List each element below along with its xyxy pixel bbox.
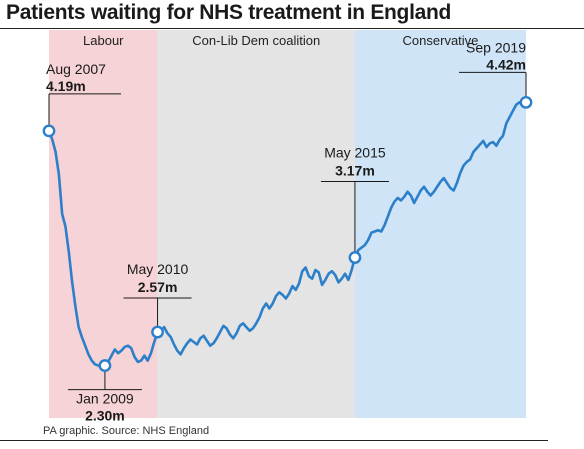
series-line-0: [47, 101, 528, 369]
chart-title: Patients waiting for NHS treatment in En…: [6, 1, 452, 24]
annotation-value: 2.57m: [138, 279, 178, 295]
period-label: Conservative: [403, 33, 479, 48]
annotation-point: [519, 95, 533, 109]
source-note: PA graphic. Source: NHS England: [43, 425, 210, 437]
annotation-value: 4.19m: [46, 78, 86, 94]
annotation-point: [348, 251, 362, 264]
annotation-date: May 2015: [324, 145, 386, 161]
annotation-point: [42, 124, 56, 138]
annotation-value: 4.42m: [486, 56, 526, 72]
annotation-point: [98, 359, 112, 372]
period-band-2: [354, 30, 526, 418]
annotation-value: 2.30m: [85, 408, 125, 424]
annotation-value: 3.17m: [335, 163, 375, 179]
period-band-0: [49, 30, 158, 418]
period-label: Con-Lib Dem coalition: [192, 33, 320, 48]
bottom-divider: [0, 440, 548, 441]
annotation-date: Sep 2019: [466, 39, 526, 55]
annotation-date: Jan 2009: [76, 391, 134, 407]
period-label: Labour: [83, 33, 124, 48]
annotation-point: [151, 325, 164, 339]
title-divider: [0, 28, 584, 29]
period-band-1: [157, 30, 355, 418]
annotation-date: May 2010: [127, 261, 189, 277]
annotation-date: Aug 2007: [46, 61, 106, 77]
